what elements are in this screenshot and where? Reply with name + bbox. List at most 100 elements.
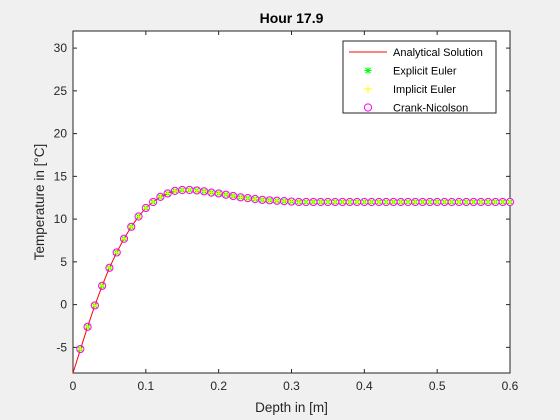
y-axis-ticks: -5 0 5 10 15 20 25 30 <box>54 41 510 354</box>
plus-data-point <box>163 189 172 198</box>
plus-data-point <box>506 198 514 206</box>
plus-data-point <box>411 198 420 206</box>
x-tick-label: 0.2 <box>210 379 227 393</box>
plus-data-point <box>425 198 434 206</box>
plus-data-point <box>302 198 311 206</box>
y-tick-label: 0 <box>60 298 67 312</box>
circle-data-point <box>134 212 143 221</box>
circle-data-point <box>505 197 515 207</box>
circle-data-point <box>83 322 92 331</box>
plus-data-point <box>127 222 136 231</box>
x-axis-ticks: 0 0.1 0.2 0.3 0.4 0.5 0.6 <box>70 31 519 393</box>
y-tick-label: 15 <box>54 169 68 183</box>
legend-marker-swatch <box>364 67 372 74</box>
circle-data-point <box>90 301 99 310</box>
x-tick-label: 0.3 <box>283 379 300 393</box>
plus-data-point <box>353 198 362 206</box>
legend-entry: Explicit Euler <box>364 66 457 78</box>
plus-data-point <box>119 234 128 243</box>
plus-data-point <box>76 345 85 354</box>
plus-data-point <box>309 198 318 206</box>
plus-data-point <box>178 186 187 195</box>
plus-data-point <box>105 263 114 272</box>
plus-data-point <box>462 198 471 206</box>
plus-data-point <box>323 198 332 206</box>
plus-data-point <box>374 198 383 206</box>
plus-data-point <box>214 189 223 198</box>
plus-data-point <box>316 198 325 206</box>
plus-data-point <box>382 198 391 206</box>
plus-data-point <box>149 198 158 206</box>
plus-data-point <box>265 196 274 205</box>
circle-data-point <box>76 344 85 354</box>
legend-marker-swatch <box>364 85 372 93</box>
x-tick-label: 0.6 <box>502 379 519 393</box>
plus-data-point <box>338 198 347 206</box>
circle-data-point <box>156 192 165 201</box>
y-tick-label: -5 <box>56 340 67 354</box>
plus-data-point <box>331 198 340 206</box>
legend-entry: Crank-Nicolson <box>363 103 468 115</box>
circle-data-point <box>127 222 136 231</box>
legend-entry: Implicit Euler <box>364 84 456 96</box>
plus-data-point <box>389 198 398 206</box>
series-implicit-euler <box>76 186 514 354</box>
plus-data-point <box>440 198 449 206</box>
y-tick-label: 5 <box>60 255 67 269</box>
plus-data-point <box>287 197 296 206</box>
plus-data-point <box>243 194 252 203</box>
y-tick-label: 25 <box>54 84 68 98</box>
plus-data-point <box>236 193 245 202</box>
plus-data-point <box>258 195 267 204</box>
y-tick-label: 10 <box>54 212 68 226</box>
plus-data-point <box>112 248 121 257</box>
plus-data-point <box>447 198 456 206</box>
plus-data-point <box>170 186 179 195</box>
legend: Analytical Solution Explicit Euler Implici… <box>342 40 497 115</box>
circle-data-point <box>119 234 129 243</box>
plus-data-point <box>272 196 281 205</box>
plus-data-point <box>433 198 442 206</box>
plus-data-point <box>491 198 500 206</box>
plus-data-point <box>134 212 143 221</box>
plus-data-point <box>98 281 107 290</box>
x-tick-label: 0.4 <box>356 379 373 393</box>
plus-data-point <box>141 203 150 212</box>
x-axis-title: Depth in [m] <box>255 400 328 415</box>
plus-data-point <box>207 188 216 197</box>
plus-data-point <box>367 198 376 206</box>
plus-data-point <box>280 197 289 206</box>
plus-data-point <box>156 192 165 201</box>
circle-data-point <box>105 263 114 272</box>
chart-title: Hour 17.9 <box>260 10 324 26</box>
plus-data-point <box>498 198 507 206</box>
circle-data-point <box>112 248 121 257</box>
legend-entry: Analytical Solution <box>349 47 483 59</box>
series-crank-nicolson <box>76 185 515 354</box>
circle-data-point <box>98 281 107 290</box>
legend-label: Analytical Solution <box>393 47 483 59</box>
plus-data-point <box>251 195 260 204</box>
legend-label: Explicit Euler <box>393 66 457 78</box>
plus-data-point <box>469 198 478 206</box>
legend-box <box>342 40 497 114</box>
plus-data-point <box>185 186 194 195</box>
x-tick-label: 0 <box>70 379 77 393</box>
plus-data-point <box>476 198 485 206</box>
y-tick-label: 30 <box>54 41 68 55</box>
plus-data-point <box>83 322 92 331</box>
legend-label: Crank-Nicolson <box>393 103 468 115</box>
plus-data-point <box>90 301 99 310</box>
series-layer <box>72 185 515 374</box>
legend-label: Implicit Euler <box>393 84 456 96</box>
y-tick-label: 20 <box>54 127 68 141</box>
plus-data-point <box>221 190 230 199</box>
circle-data-point <box>149 197 158 207</box>
plus-data-point <box>200 187 209 196</box>
plus-data-point <box>294 198 303 206</box>
plus-data-point <box>418 198 427 206</box>
x-tick-label: 0.1 <box>137 379 154 393</box>
y-axis-title: Temperature in [°C] <box>32 144 47 260</box>
plus-data-point <box>229 192 238 201</box>
